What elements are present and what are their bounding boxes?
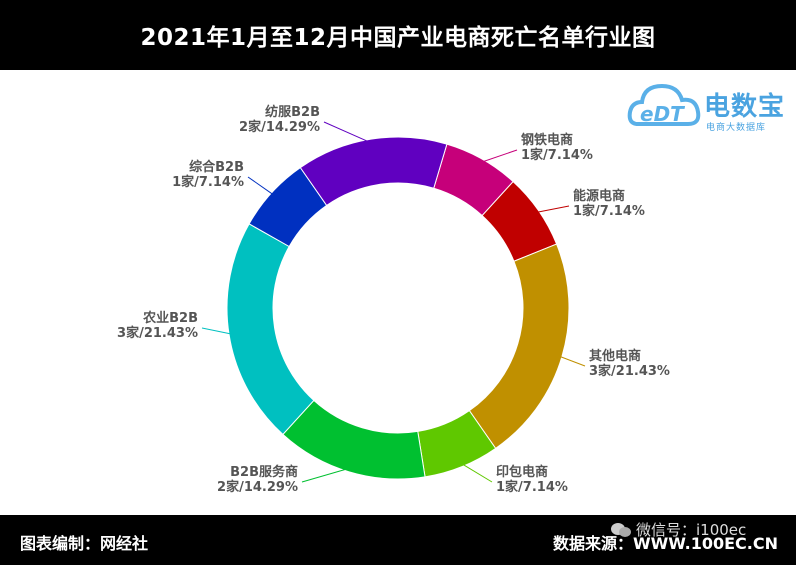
leader-line xyxy=(247,176,275,196)
leader-line xyxy=(460,462,493,483)
slice-label: 钢铁电商 xyxy=(521,132,573,148)
footer-credit: 图表编制：网经社 xyxy=(20,534,149,553)
slice-value-label: 1家/7.14% xyxy=(521,147,593,163)
slice-value-label: 2家/14.29% xyxy=(239,119,320,135)
donut-chart: 钢铁电商1家/7.14%能源电商1家/7.14%其他电商3家/21.43%印包电… xyxy=(117,104,670,495)
slice-value-label: 2家/14.29% xyxy=(217,479,298,495)
slice-label: 能源电商 xyxy=(573,188,625,204)
donut-slice xyxy=(282,399,426,480)
slice-label: 农业B2B xyxy=(142,310,198,326)
wechat-watermark: 微信号：i100ec xyxy=(610,519,746,540)
wechat-id: 微信号：i100ec xyxy=(636,521,747,539)
slice-value-label: 1家/7.14% xyxy=(172,174,244,190)
slice-label: 纺服B2B xyxy=(265,104,320,120)
donut-slice xyxy=(226,223,315,436)
donut-slice xyxy=(299,136,448,207)
logo-brand: 电数宝 xyxy=(704,92,786,122)
slice-label: B2B服务商 xyxy=(230,464,298,480)
leader-line xyxy=(201,327,234,335)
leader-line xyxy=(301,467,351,483)
wechat-icon xyxy=(610,522,632,538)
slice-label: 印包电商 xyxy=(496,464,548,480)
cloud-logo-icon: eDT xyxy=(627,83,701,126)
leader-line xyxy=(557,355,586,367)
leader-line xyxy=(323,121,372,144)
slice-value-label: 3家/21.43% xyxy=(117,325,198,341)
donut-slice xyxy=(468,243,570,450)
footer: 图表编制：网经社 微信号：i100ec 数据来源：WWW.100EC.CN xyxy=(0,515,796,565)
slice-label: 其他电商 xyxy=(589,348,641,364)
leader-line xyxy=(535,205,570,214)
slice-value-label: 1家/7.14% xyxy=(573,203,645,219)
footer-source: 数据来源：WWW.100EC.CN xyxy=(552,534,778,553)
brand-logo: eDT 电数宝 电商大数据库 xyxy=(626,74,791,136)
logo-subtitle: 电商大数据库 xyxy=(706,123,767,133)
logo-mark: eDT xyxy=(640,102,685,126)
chart-title: 2021年1月至12月中国产业电商死亡名单行业图 xyxy=(0,0,796,70)
slice-value-label: 1家/7.14% xyxy=(496,479,568,495)
slice-value-label: 3家/21.43% xyxy=(589,363,670,379)
slice-label: 综合B2B xyxy=(189,159,244,175)
leader-line xyxy=(480,149,518,164)
